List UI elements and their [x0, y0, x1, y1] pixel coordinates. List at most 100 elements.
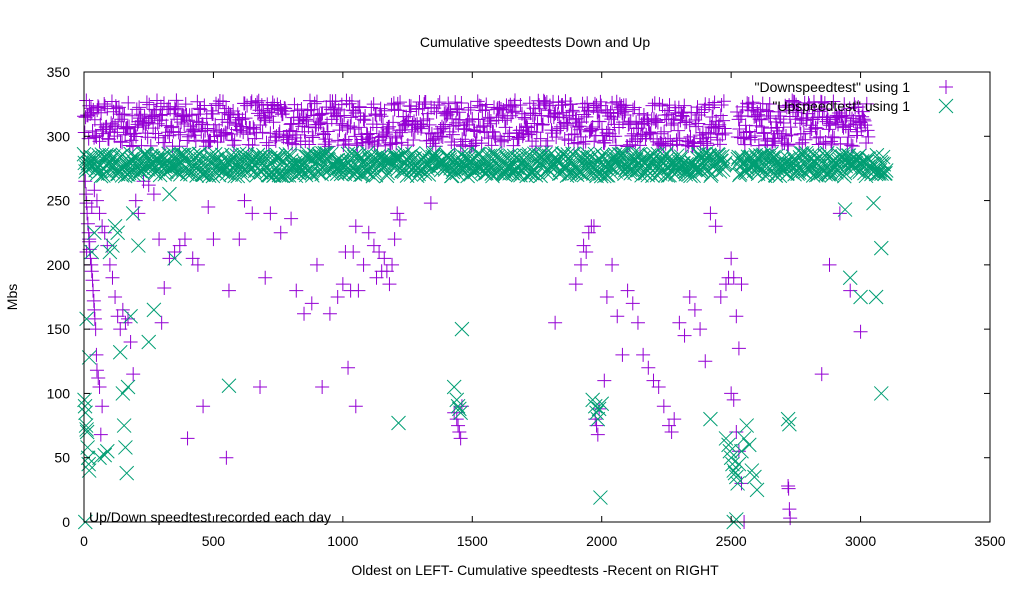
down-point: [729, 309, 744, 324]
down-point: [253, 380, 268, 394]
down-point: [177, 232, 192, 247]
down-point: [95, 399, 110, 414]
down-point: [853, 324, 868, 339]
down-point: [356, 112, 371, 127]
down-point: [810, 121, 825, 136]
down-point: [657, 124, 672, 139]
down-point: [113, 322, 128, 337]
down-point: [143, 138, 158, 153]
down-point: [827, 130, 842, 145]
down-point: [838, 110, 853, 125]
down-point: [115, 135, 130, 150]
down-point: [783, 120, 798, 135]
down-point: [123, 127, 138, 142]
down-point: [787, 95, 802, 110]
down-point: [626, 102, 641, 117]
up-point: [134, 163, 149, 179]
down-point: [88, 322, 103, 337]
down-point: [178, 97, 193, 112]
down-point: [154, 315, 169, 330]
down-point: [170, 99, 185, 114]
up-point: [118, 440, 133, 455]
down-point: [296, 110, 311, 125]
down-point: [734, 277, 749, 292]
down-point: [820, 109, 835, 124]
down-point: [337, 134, 352, 149]
down-point: [133, 107, 148, 122]
down-point: [169, 93, 184, 108]
down-point: [747, 128, 762, 143]
down-point: [145, 109, 160, 124]
down-point: [278, 104, 293, 119]
down-point: [569, 111, 584, 126]
down-point: [299, 112, 314, 127]
y-tick-label: 200: [47, 257, 71, 273]
y-tick-label: 100: [47, 385, 71, 401]
down-point: [713, 290, 728, 304]
down-point: [237, 193, 252, 208]
down-point: [687, 135, 702, 150]
down-point: [146, 102, 161, 117]
down-point: [781, 479, 796, 493]
up-point: [749, 482, 765, 498]
down-point: [785, 93, 800, 108]
down-point: [604, 112, 619, 127]
down-point: [417, 97, 432, 112]
down-point: [363, 126, 378, 141]
x-tick-label: 500: [202, 533, 226, 549]
up-point: [708, 162, 724, 178]
down-point: [549, 123, 564, 138]
down-point: [84, 200, 99, 214]
x-tick-label: 1000: [327, 533, 358, 549]
down-point: [778, 98, 793, 113]
down-point: [393, 125, 408, 140]
down-point: [762, 97, 777, 112]
down-point: [374, 264, 389, 279]
down-point: [111, 114, 126, 129]
down-point: [88, 128, 103, 143]
down-point: [758, 131, 773, 146]
down-point: [744, 132, 759, 147]
y-tick-label: 50: [54, 450, 70, 466]
down-point: [671, 123, 686, 138]
down-point: [570, 135, 585, 150]
down-point: [660, 103, 675, 118]
down-point: [311, 117, 326, 132]
down-point: [618, 104, 633, 119]
down-point: [232, 232, 247, 247]
down-point: [646, 131, 661, 146]
down-point: [629, 115, 644, 130]
down-point: [127, 126, 142, 141]
down-point: [109, 101, 124, 116]
up-point: [589, 405, 604, 421]
down-point: [79, 93, 94, 108]
down-point: [691, 116, 706, 131]
up-point: [858, 168, 874, 184]
down-point: [859, 96, 874, 111]
down-point: [358, 108, 373, 123]
up-point: [870, 166, 886, 181]
down-point: [776, 115, 791, 130]
down-point: [590, 105, 605, 120]
down-point: [843, 117, 858, 132]
down-point: [128, 193, 143, 208]
down-point: [174, 115, 189, 130]
down-point: [731, 112, 746, 127]
up-point: [734, 443, 749, 459]
up-point: [131, 238, 146, 253]
down-point: [497, 133, 512, 148]
down-point: [339, 93, 354, 108]
down-point: [783, 511, 798, 526]
down-point: [726, 392, 741, 407]
down-point: [189, 114, 204, 129]
down-point: [694, 105, 709, 120]
down-point: [429, 104, 444, 119]
down-point: [731, 444, 746, 459]
down-point: [77, 125, 92, 140]
down-point: [462, 139, 477, 154]
down-point: [664, 425, 679, 439]
down-point: [194, 124, 209, 139]
down-point: [309, 94, 324, 109]
down-point: [452, 105, 467, 120]
up-point: [128, 162, 144, 177]
